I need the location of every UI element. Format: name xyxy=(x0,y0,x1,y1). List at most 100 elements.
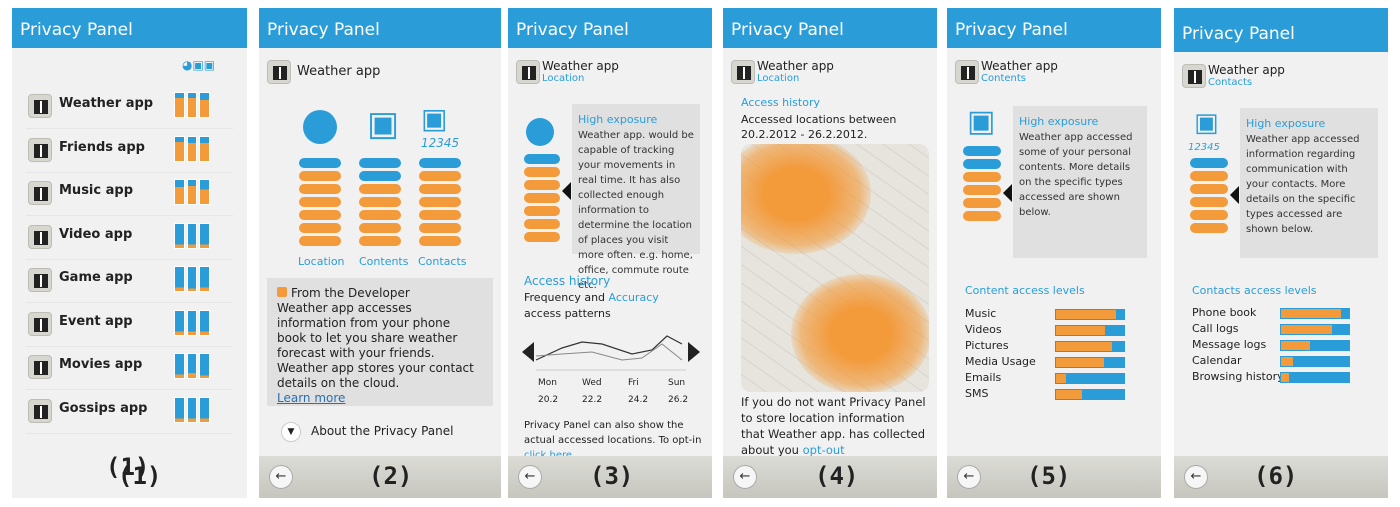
app-row[interactable]: Movies app xyxy=(12,351,247,391)
header-title: Privacy Panel xyxy=(723,8,937,48)
level-label: SMS xyxy=(965,387,989,400)
tab-contents[interactable]: Contents xyxy=(359,255,409,268)
app-icon xyxy=(28,268,52,292)
panel-number: (6) xyxy=(1254,462,1298,490)
app-name: Weather app xyxy=(59,96,154,111)
level-bar xyxy=(1280,308,1350,319)
exposure-callout: High exposure Weather app accessed some … xyxy=(1003,106,1147,258)
app-icon xyxy=(28,355,52,379)
contents-stack xyxy=(963,146,1001,224)
app-name: Game app xyxy=(59,270,133,285)
header-title: Privacy Panel xyxy=(1174,8,1388,52)
app-icon xyxy=(731,60,755,84)
footer: ← (5) xyxy=(947,456,1161,498)
app-row[interactable]: Game app xyxy=(12,264,247,304)
exposure-indicator xyxy=(174,222,211,249)
app-icon xyxy=(516,60,540,84)
app-subtitle: Location xyxy=(757,73,800,84)
exposure-indicator xyxy=(174,266,211,292)
developer-title: From the Developer xyxy=(277,286,483,301)
opt-out-link[interactable]: opt-out xyxy=(802,443,845,457)
back-button[interactable]: ← xyxy=(957,465,981,489)
level-bar xyxy=(1055,341,1125,352)
app-row[interactable]: Friends app xyxy=(12,134,247,174)
day-sun: Sun xyxy=(668,378,686,388)
level-bar xyxy=(1280,356,1350,367)
history-desc: Frequency and Accuracy access patterns xyxy=(524,291,659,320)
back-button[interactable]: ← xyxy=(518,465,542,489)
row-divider xyxy=(26,258,233,260)
back-button[interactable]: ← xyxy=(269,465,293,489)
header-title: Privacy Panel xyxy=(12,8,247,48)
history-title: Access history xyxy=(524,274,611,288)
level-bar xyxy=(1280,372,1350,383)
row-divider xyxy=(26,171,233,173)
level-label: Browsing history xyxy=(1192,370,1284,383)
levels-title: Contacts access levels xyxy=(1192,284,1317,297)
date-3: 24.2 xyxy=(628,395,649,405)
app-subtitle: Location xyxy=(542,73,585,84)
footer: ← (6) xyxy=(1174,456,1388,498)
location-map[interactable] xyxy=(741,144,929,392)
click-here-link[interactable]: click here xyxy=(524,450,572,461)
app-row[interactable]: Video app xyxy=(12,221,247,261)
about-link[interactable]: About the Privacy Panel xyxy=(311,424,454,438)
contacts-badge: 12345 xyxy=(1188,142,1220,153)
chevron-down-icon[interactable]: ▼ xyxy=(281,422,301,442)
optin-note: Privacy Panel can also show the actual a… xyxy=(524,418,704,463)
app-icon xyxy=(28,311,52,336)
level-bar xyxy=(1055,373,1125,384)
frequency-line xyxy=(535,335,683,361)
tab-contacts[interactable]: Contacts xyxy=(418,255,467,268)
header-title: Privacy Panel xyxy=(947,8,1161,48)
app-icon xyxy=(955,60,979,84)
back-button[interactable]: ← xyxy=(733,465,757,489)
level-label: Message logs xyxy=(1192,338,1267,351)
app-name: Friends app xyxy=(59,139,145,155)
app-row[interactable]: Gossips app xyxy=(12,395,247,435)
history-desc: Accessed locations between 20.2.2012 - 2… xyxy=(741,113,897,141)
app-subtitle: Contents xyxy=(981,73,1026,84)
app-icon xyxy=(28,398,52,423)
exposure-title: High exposure xyxy=(1019,115,1099,128)
contacts-badge: 12345 xyxy=(421,136,460,150)
panel-1: Privacy Panel ◕▣▣ Weather app Friends app… xyxy=(12,8,247,498)
optout-note: If you do not want Privacy Panel to stor… xyxy=(741,395,926,457)
level-label: Phone book xyxy=(1192,306,1257,319)
exposure-text: Weather app accessed some of your person… xyxy=(1019,132,1133,218)
levels-title: Content access levels xyxy=(965,284,1085,297)
level-label: Emails xyxy=(965,371,1002,384)
app-row[interactable]: Weather app xyxy=(12,90,247,130)
chart-next-arrow xyxy=(688,342,700,362)
app-name: Weather app xyxy=(542,59,619,73)
level-bar xyxy=(1280,340,1350,351)
app-icon xyxy=(28,181,52,205)
app-icon xyxy=(267,60,291,84)
app-row[interactable]: Event app xyxy=(12,308,247,348)
category-icons: ◕▣▣ xyxy=(182,58,216,72)
tab-location[interactable]: Location xyxy=(298,255,345,268)
location-stack xyxy=(299,158,341,249)
level-label: Media Usage xyxy=(965,355,1036,368)
photo-icon: ▣ xyxy=(367,104,400,144)
app-icon xyxy=(1182,64,1206,88)
level-bar xyxy=(1055,309,1125,320)
learn-more-link[interactable]: Learn more xyxy=(277,391,346,405)
level-label: Call logs xyxy=(1192,322,1239,335)
exposure-indicator xyxy=(174,135,211,162)
footer: ← (2) xyxy=(259,456,501,498)
app-row[interactable]: Music app xyxy=(12,177,247,217)
panel-number: (4) xyxy=(815,462,859,490)
app-name: Weather app xyxy=(981,59,1058,73)
exposure-indicator xyxy=(174,309,211,336)
app-name: Music app xyxy=(59,183,134,198)
footer: (1) xyxy=(12,453,247,498)
back-button[interactable]: ← xyxy=(1184,465,1208,489)
panel-number: (2) xyxy=(369,462,413,490)
level-bar xyxy=(1280,324,1350,335)
app-name: Weather app xyxy=(297,64,381,79)
exposure-indicator xyxy=(174,396,211,423)
panel-number: (1) xyxy=(106,453,150,481)
day-mon: Mon xyxy=(538,378,557,388)
exposure-text: Weather app accessed information regardi… xyxy=(1246,134,1360,235)
